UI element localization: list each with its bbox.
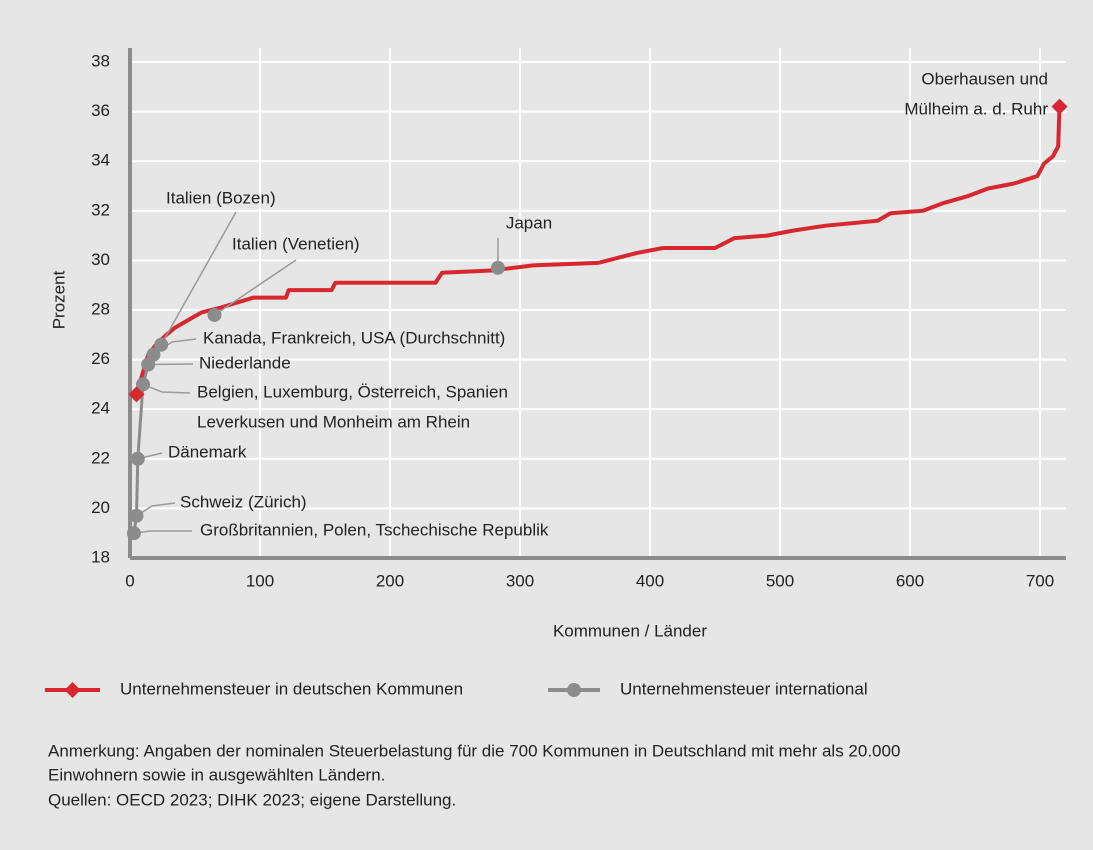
x-tick-label: 400 <box>636 571 664 590</box>
point-label: Schweiz (Zürich) <box>180 492 307 511</box>
point-label: Großbritannien, Polen, Tschechische Repu… <box>200 520 549 539</box>
note-line: Einwohnern sowie in ausgewählten Ländern… <box>48 765 385 784</box>
note-line: Anmerkung: Angaben der nominalen Steuerb… <box>48 741 900 760</box>
source: Quellen: OECD 2023; DIHK 2023; eigene Da… <box>48 790 456 809</box>
point-label: Niederlande <box>199 353 291 372</box>
point-label: Belgien, Luxemburg, Österreich, Spanien <box>197 382 508 401</box>
y-tick-label: 32 <box>91 200 110 219</box>
x-tick-label: 100 <box>246 571 274 590</box>
x-tick-label: 600 <box>896 571 924 590</box>
point <box>207 307 222 322</box>
point <box>129 508 144 523</box>
point <box>136 377 150 392</box>
y-tick-label: 20 <box>91 498 110 517</box>
point-label: Italien (Venetien) <box>232 234 360 253</box>
annotation: Leverkusen und Monheim am Rhein <box>197 412 470 431</box>
point-label: Dänemark <box>168 442 247 461</box>
y-tick-label: 38 <box>91 51 110 70</box>
annotation: Mülheim a. d. Ruhr <box>904 99 1048 118</box>
legend-label: Unternehmensteuer international <box>620 679 868 698</box>
x-tick-label: 700 <box>1026 571 1054 590</box>
line-series <box>134 106 1062 395</box>
point <box>126 526 141 541</box>
point-label: Japan <box>506 213 552 232</box>
point <box>1051 98 1068 115</box>
point-label: Italien (Bozen) <box>166 188 276 207</box>
x-tick-label: 200 <box>376 571 404 590</box>
legend-marker <box>64 682 81 698</box>
legend-marker <box>567 683 581 697</box>
y-tick-label: 22 <box>91 448 110 467</box>
y-tick-label: 26 <box>91 349 110 368</box>
point <box>130 451 145 466</box>
y-tick-label: 36 <box>91 101 110 120</box>
y-tick-label: 30 <box>91 250 110 269</box>
annotation: Oberhausen und <box>921 69 1048 88</box>
y-tick-label: 34 <box>91 151 110 170</box>
y-axis-label: Prozent <box>49 270 68 329</box>
x-tick-label: 0 <box>125 571 134 590</box>
leader-line <box>214 259 297 316</box>
x-tick-label: 300 <box>506 571 534 590</box>
y-tick-label: 28 <box>91 299 110 318</box>
point <box>128 386 145 403</box>
point <box>154 337 169 352</box>
leader-line <box>148 363 194 366</box>
point-label: Kanada, Frankreich, USA (Durchschnitt) <box>203 328 505 347</box>
leader-line <box>160 211 237 346</box>
y-tick-label: 24 <box>91 399 110 418</box>
x-axis-label: Kommunen / Länder <box>553 621 707 640</box>
legend-label: Unternehmensteuer in deutschen Kommunen <box>120 679 463 698</box>
point <box>146 347 161 362</box>
y-tick-label: 18 <box>91 547 110 566</box>
x-tick-label: 500 <box>766 571 794 590</box>
point <box>490 260 505 275</box>
